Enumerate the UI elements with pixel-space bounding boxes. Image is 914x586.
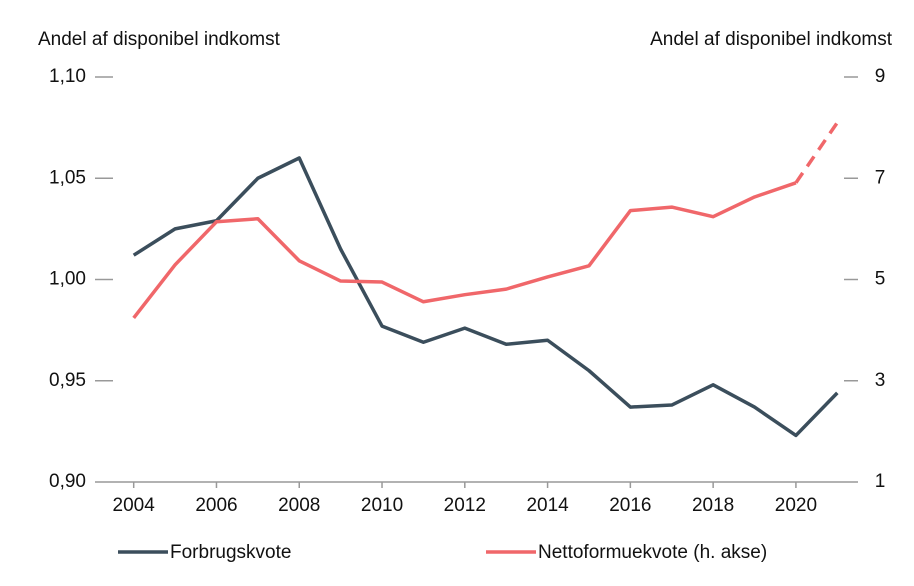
- y2-tick-label: 3: [875, 370, 886, 391]
- x-tick-label: 2008: [278, 495, 320, 516]
- legend-label: Forbrugskvote: [170, 542, 291, 563]
- x-tick-label: 2010: [361, 495, 403, 516]
- y2-tick-label: 7: [875, 167, 886, 188]
- x-tick-label: 2012: [444, 495, 486, 516]
- y-tick-label: 0,90: [49, 471, 86, 492]
- y-tick-label: 0,95: [49, 370, 86, 391]
- x-tick-label: 2004: [113, 495, 156, 516]
- y2-axis-label: Andel af disponibel indkomst: [650, 29, 893, 50]
- y-tick-label: 1,05: [49, 167, 86, 188]
- y-tick-label: 1,10: [49, 66, 86, 87]
- y-tick-label: 1,00: [49, 269, 86, 290]
- y2-tick-label: 1: [875, 471, 886, 492]
- x-tick-label: 2006: [195, 495, 237, 516]
- y-axis-label: Andel af disponibel indkomst: [38, 29, 281, 50]
- line-series: [132, 181, 797, 320]
- y2-tick-label: 5: [875, 269, 886, 290]
- x-tick-label: 2020: [775, 495, 817, 516]
- line-series-dashed: [794, 121, 839, 184]
- x-tick-label: 2018: [692, 495, 734, 516]
- line-series: [132, 156, 839, 438]
- y2-tick-label: 9: [875, 66, 886, 87]
- legend-label: Nettoformuekvote (h. akse): [538, 542, 767, 563]
- x-tick-label: 2016: [609, 495, 651, 516]
- x-tick-label: 2014: [526, 495, 569, 516]
